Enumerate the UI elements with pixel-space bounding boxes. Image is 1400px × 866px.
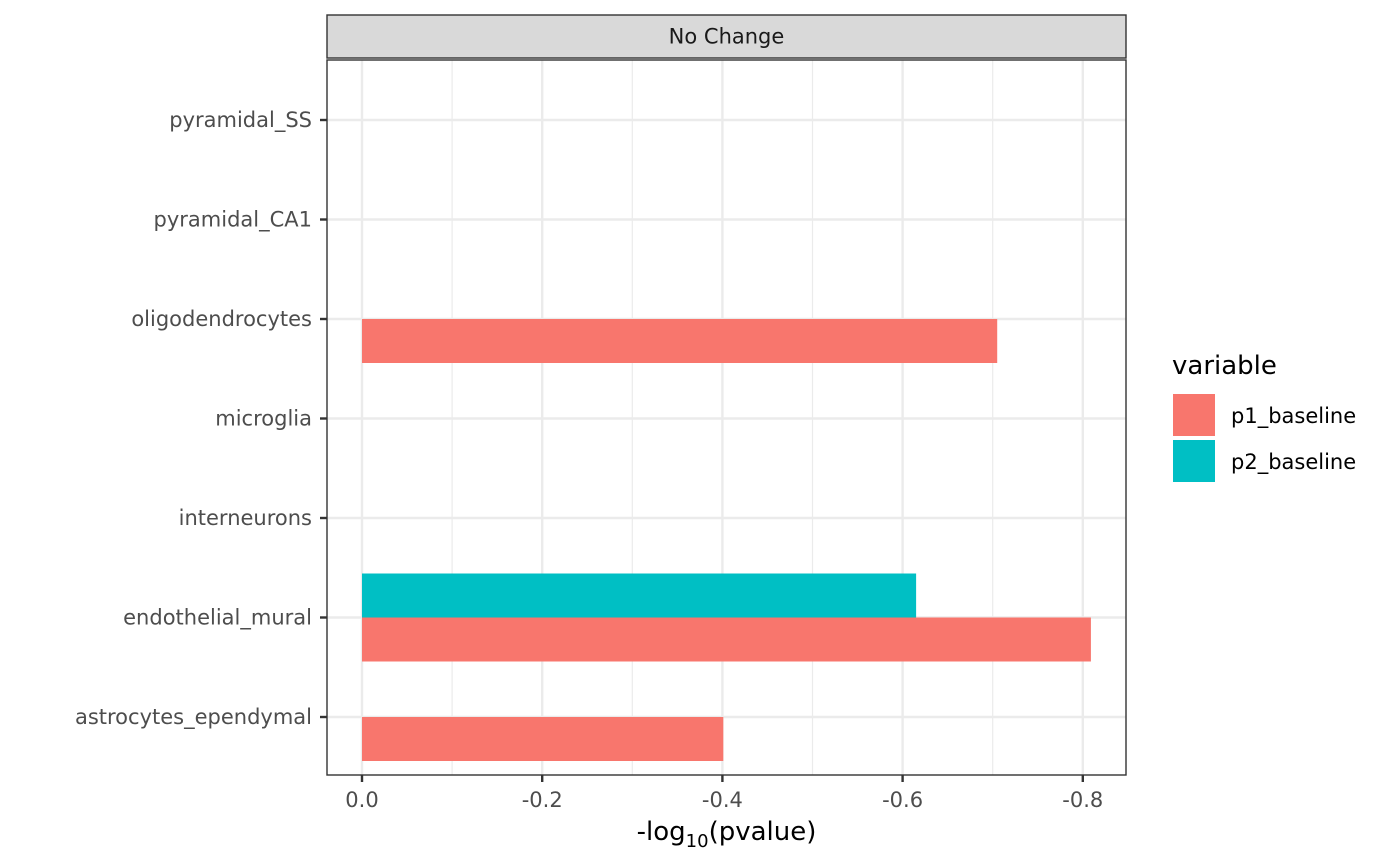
x-axis-title-main: -log (637, 817, 686, 847)
legend-label-p1_baseline: p1_baseline (1231, 404, 1356, 429)
legend-swatch-p1_baseline (1173, 394, 1215, 436)
y-tick-label: endothelial_mural (123, 606, 312, 631)
y-tick-label: pyramidal_CA1 (154, 208, 312, 233)
x-tick-label: -0.6 (882, 788, 923, 812)
bar-p2_baseline-endothelial_mural (362, 573, 917, 618)
facet-strip (326, 14, 1127, 59)
y-axis: astrocytes_ependymal endothelial_mural int… (75, 108, 327, 730)
x-axis-title-subscript: 10 (686, 831, 709, 852)
x-tick-label: 0.0 (345, 788, 378, 812)
y-tick-label: pyramidal_SS (169, 108, 312, 133)
legend: variable p1_baseline p2_baseline (1172, 351, 1356, 482)
x-axis-title-rest: (pvalue) (709, 817, 817, 847)
legend-swatch-p2_baseline (1173, 440, 1215, 482)
y-tick-label: microglia (215, 407, 312, 431)
x-tick-label: -0.4 (702, 788, 743, 812)
bar-p1_baseline-endothelial_mural (362, 617, 1091, 662)
bars (362, 319, 1091, 761)
y-tick-label: oligodendrocytes (131, 307, 312, 331)
y-tick-label: interneurons (179, 506, 312, 530)
x-axis-title: -log10(pvalue) (637, 817, 817, 852)
facet-strip-label: No Change (669, 25, 785, 49)
x-tick-label: -0.2 (522, 788, 563, 812)
x-axis: 0.0 -0.2 -0.4 -0.6 -0.8 (345, 775, 1103, 812)
bar-p1_baseline-astrocytes_ependymal (362, 717, 724, 761)
legend-label-p2_baseline: p2_baseline (1231, 450, 1356, 475)
legend-title: variable (1172, 351, 1277, 381)
x-tick-label: -0.8 (1062, 788, 1103, 812)
bar-p1_baseline-oligodendrocytes (362, 319, 998, 363)
y-tick-label: astrocytes_ependymal (75, 705, 312, 730)
